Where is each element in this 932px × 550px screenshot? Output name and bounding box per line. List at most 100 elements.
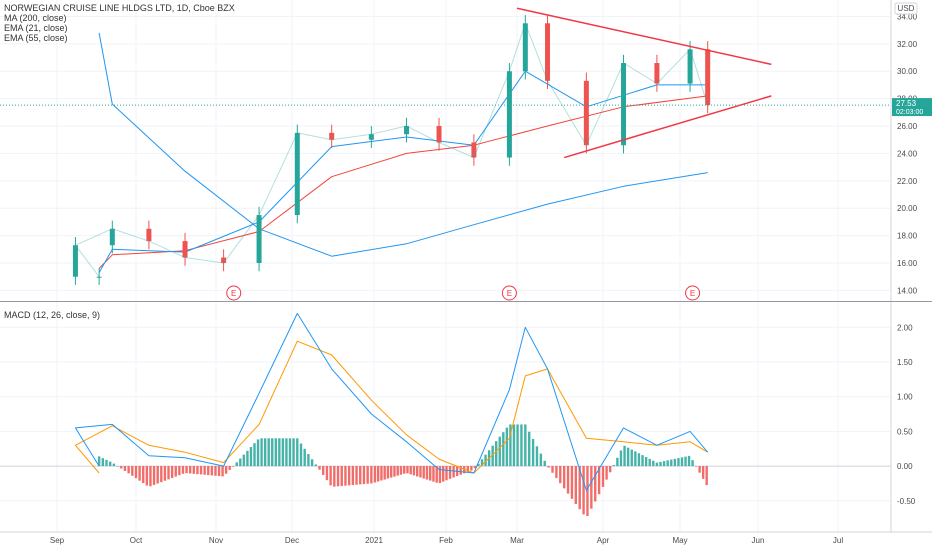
macd-histogram-bar (429, 466, 432, 481)
last-price-box (892, 98, 932, 117)
price-tick-label: 14.00 (897, 286, 918, 295)
macd-histogram-bar (336, 466, 340, 487)
macd-histogram-bar (325, 466, 329, 481)
macd-histogram-bar (673, 458, 677, 467)
macd-histogram-bar (145, 466, 149, 486)
macd-histogram-bar (199, 466, 203, 475)
macd-histogram-bar (516, 424, 519, 467)
macd-histogram-bar (281, 438, 285, 467)
earnings-marker (501, 285, 517, 301)
macd-histogram-bar (228, 466, 231, 470)
macd-histogram-bar (662, 461, 666, 467)
macd-histogram-bar (274, 438, 277, 467)
macd-histogram-bar (701, 466, 705, 479)
candle-body (436, 126, 442, 143)
currency-tag (894, 2, 918, 15)
chart-legend: NORWEGIAN CRUISE LINE HLDGS LTD, 1D, Cbo… (4, 3, 235, 43)
macd-histogram-bar (134, 466, 138, 479)
macd-histogram-bar (142, 466, 145, 484)
macd-histogram-bar (149, 466, 152, 487)
macd-label: MACD (12, 26, close, 9) (4, 310, 101, 320)
macd-histogram-bar (340, 466, 343, 487)
macd-tick-label: 0.50 (897, 427, 913, 436)
macd-histogram-bar (370, 466, 373, 484)
macd-line (74, 312, 709, 491)
macd-histogram-bar (239, 458, 242, 467)
macd-histogram-bar (292, 438, 295, 467)
price-tick-label: 16.00 (897, 259, 918, 268)
macd-histogram-bar (670, 459, 673, 467)
macd-histogram-bar (131, 466, 134, 476)
last-price-value: 27.53 (896, 99, 917, 108)
macd-histogram-bar (582, 466, 585, 515)
macd-histogram-bar (288, 438, 292, 467)
macd-histogram-bar (601, 466, 605, 487)
macd-histogram-bar (551, 466, 554, 473)
macd-tick-label: 2.00 (897, 323, 913, 332)
macd-histogram-bar (123, 466, 127, 471)
macd-histogram-bar (432, 466, 435, 482)
macd-histogram-bar (652, 460, 655, 467)
macd-histogram-bar (630, 449, 633, 467)
macd-histogram-bar (466, 466, 470, 472)
macd-histogram-bar (160, 466, 163, 483)
macd-histogram-bar (217, 466, 221, 477)
macd-histogram-bar (232, 466, 235, 467)
macd-histogram-bar (531, 439, 535, 467)
macd-histogram-bar (214, 466, 217, 476)
macd-histogram-bar (253, 443, 256, 467)
macd-histogram-bar (605, 466, 608, 480)
macd-histogram-bar (612, 465, 615, 467)
macd-histogram-bar (687, 455, 691, 467)
macd-histogram-bar (386, 466, 390, 479)
macd-histogram-bar (520, 424, 523, 467)
price-tick-label: 20.00 (897, 204, 918, 213)
macd-histogram-bar (399, 466, 403, 475)
macd-histogram-bar (666, 460, 669, 467)
time-tick-label: Jul (833, 536, 843, 545)
macd-histogram-bar (170, 466, 174, 478)
macd-histogram-bar (539, 453, 543, 467)
macd-histogram-bar (396, 466, 399, 476)
macd-histogram-bar (473, 466, 477, 469)
macd-histogram-bar (188, 466, 192, 474)
macd-histogram-bar (655, 462, 659, 467)
macd-histogram-bar (260, 438, 263, 467)
macd-histogram-bar (120, 466, 123, 469)
price-tick-label: 32.00 (897, 40, 918, 49)
macd-histogram-bar (524, 424, 527, 467)
macd-histogram-bar (438, 466, 442, 484)
macd-histogram-bar (445, 466, 448, 481)
macd-histogram-bar (138, 466, 141, 481)
macd-tick-label: 0.00 (897, 462, 913, 471)
macd-histogram-bar (112, 463, 116, 467)
macd-histogram-bar (235, 462, 238, 467)
macd-histogram-bar (590, 466, 593, 509)
ma200-line (98, 32, 708, 257)
macd-histogram-bar (116, 466, 119, 467)
macd-histogram-bar (459, 466, 462, 475)
macd-histogram-bar (416, 466, 419, 477)
macd-histogram-bar (322, 466, 325, 475)
macd-histogram-bar (422, 466, 425, 479)
macd-histogram-bar (271, 438, 274, 467)
trendline (563, 95, 772, 159)
macd-histogram-bar (263, 438, 267, 467)
candle-body (146, 228, 152, 242)
time-tick-label: Oct (130, 536, 143, 545)
candle-body (72, 245, 78, 277)
macd-histogram-bar (347, 466, 351, 486)
macd-histogram-bar (562, 466, 566, 489)
macd-histogram-bar (406, 466, 409, 474)
time-tick-label: May (672, 536, 687, 545)
candle-body (256, 215, 262, 264)
candle-body (109, 228, 115, 246)
time-tick-label: 2021 (365, 536, 383, 545)
trendline (516, 7, 772, 66)
macd-histogram-bar (694, 466, 698, 467)
indicator-ema21: EMA (21, close) (4, 23, 68, 33)
macd-histogram-bar (355, 466, 358, 485)
candle-body (583, 80, 589, 146)
candle-body (705, 49, 711, 106)
